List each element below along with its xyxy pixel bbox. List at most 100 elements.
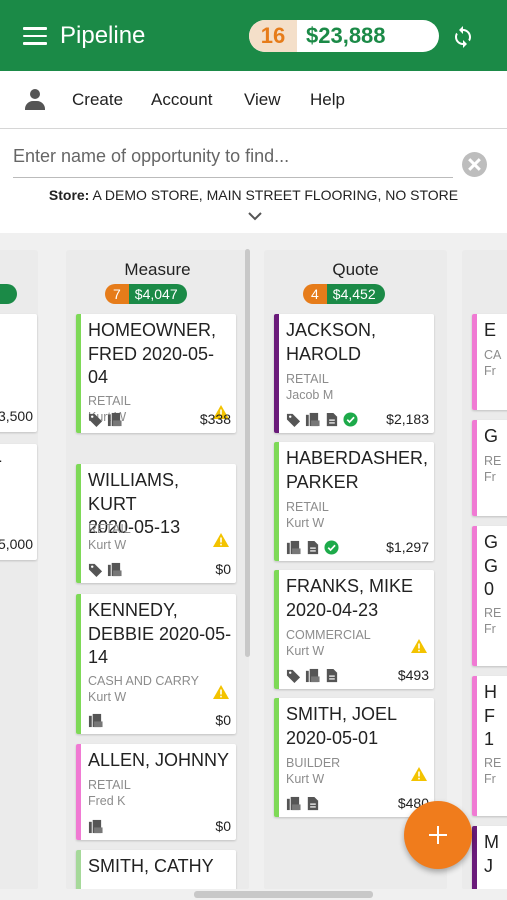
- person-icon[interactable]: [24, 89, 46, 111]
- card-icons: [88, 562, 122, 577]
- stage-value: $4,452: [326, 284, 385, 304]
- card-type-stripe: [274, 314, 279, 433]
- tag-icon: [286, 413, 301, 427]
- card-type: RETAIL: [286, 372, 329, 386]
- opportunity-card[interactable]: FRANKS, MIKE 2020-04-23 COMMERCIAL Kurt …: [274, 570, 434, 689]
- opportunity-card[interactable]: KENNEDY, DEBBIE 2020-05- 14 CASH AND CAR…: [76, 594, 236, 734]
- card-type: RETAIL: [88, 522, 131, 536]
- menu-view[interactable]: View: [244, 90, 281, 109]
- card-type-stripe: [274, 442, 279, 561]
- opportunity-card[interactable]: WILLIAMS, KURT 2020-05-13 RETAIL Kurt W …: [76, 464, 236, 583]
- opportunity-card[interactable]: 3,500: [0, 314, 37, 432]
- search-input[interactable]: [13, 146, 453, 167]
- card-name: WILLIAMS, KURT 2020-05-13: [88, 470, 181, 537]
- card-type: COMMERCIAL: [286, 628, 371, 642]
- store-filter-value: A DEMO STORE, MAIN STREET FLOORING, NO S…: [92, 187, 459, 203]
- store-filter-label: Store:: [48, 187, 90, 203]
- document-icon: [326, 668, 338, 683]
- card-name: HOMEOWNER, FRED 2020-05- 04: [88, 320, 216, 387]
- card-name: ALLEN, JOHNNY: [88, 750, 230, 770]
- card-type-stripe: [472, 314, 477, 410]
- card-icons: [88, 412, 122, 427]
- stage-column-measure: Measure 7 $4,047 HOMEOWNER, FRED 2020-05…: [66, 250, 249, 890]
- card-type-stripe: [76, 594, 81, 734]
- warning-icon: [213, 533, 229, 547]
- stage-column-quote: Quote 4 $4,452 JACKSON, HAROLD RETAIL Ja…: [264, 250, 447, 890]
- menu-account[interactable]: Account: [151, 90, 213, 109]
- stage-title: Quote: [332, 260, 379, 279]
- card-type-stripe: [76, 744, 81, 840]
- opportunity-card[interactable]: H F 1 RE Fr: [472, 676, 507, 816]
- opportunity-count: 16: [249, 20, 297, 52]
- app-bar: Pipeline 16 $23,888: [0, 0, 507, 71]
- samples-icon: [88, 819, 103, 834]
- add-opportunity-button[interactable]: [404, 801, 472, 869]
- hamburger-menu-icon[interactable]: [23, 27, 47, 45]
- menu-create[interactable]: Create: [72, 90, 124, 109]
- card-type-fragment: RE: [484, 756, 502, 770]
- opportunity-card[interactable]: HABERDASHER, PARKER RETAIL Kurt W $1,297: [274, 442, 434, 561]
- card-icons: [286, 540, 339, 555]
- card-amount: $338: [199, 411, 231, 427]
- card-type-fragment: RE: [484, 454, 502, 468]
- opportunity-card[interactable]: SMITH, JOEL 2020-05-01 BUILDER Kurt W $4…: [274, 698, 434, 817]
- opportunity-card[interactable]: G G 0 RE Fr: [472, 526, 507, 666]
- warning-icon: [411, 767, 427, 781]
- card-rep-fragment: Fr: [484, 470, 496, 484]
- check-circle-icon: [324, 540, 339, 555]
- horizontal-scrollbar[interactable]: [0, 889, 507, 900]
- opportunity-card[interactable]: - 5,000: [0, 444, 37, 560]
- card-type-stripe: [472, 526, 477, 666]
- warning-icon: [213, 405, 229, 419]
- stage-title: Measure: [124, 260, 191, 279]
- scrollbar-thumb[interactable]: [194, 891, 373, 898]
- card-amount: $2,183: [386, 411, 429, 427]
- card-name: FRANKS, MIKE 2020-04-23: [286, 576, 414, 620]
- stage-value: $4,047: [128, 284, 187, 304]
- clear-search-icon[interactable]: [462, 152, 487, 177]
- card-rep: Fred K: [88, 794, 126, 808]
- card-type-stripe: [472, 420, 477, 516]
- document-icon: [326, 412, 338, 427]
- warning-icon: [411, 639, 427, 653]
- card-name: KENNEDY, DEBBIE 2020-05- 14: [88, 600, 232, 667]
- card-rep: Kurt W: [286, 516, 325, 530]
- pipeline-summary: 16 $23,888: [249, 20, 439, 52]
- card-type: RETAIL: [88, 778, 131, 792]
- opportunity-card[interactable]: M J: [472, 826, 507, 890]
- menu-help[interactable]: Help: [310, 90, 345, 109]
- chevron-down-icon[interactable]: [247, 210, 263, 222]
- card-name-fragment: G G 0: [484, 532, 499, 599]
- card-name-fragment: E: [484, 320, 497, 340]
- card-type: RETAIL: [286, 500, 329, 514]
- samples-icon: [305, 412, 320, 427]
- card-icons: [286, 668, 339, 683]
- card-rep: Jacob M: [286, 388, 334, 402]
- card-name-fragment: H F 1: [484, 682, 497, 749]
- opportunity-card[interactable]: JACKSON, HAROLD RETAIL Jacob M $2,183: [274, 314, 434, 433]
- opportunity-card[interactable]: G RE Fr: [472, 420, 507, 516]
- column-scrollbar[interactable]: [245, 249, 250, 657]
- opportunity-card[interactable]: ALLEN, JOHNNY RETAIL Fred K $0: [76, 744, 236, 840]
- search-field: [13, 146, 453, 178]
- card-icons: [88, 713, 103, 728]
- page-title: Pipeline: [60, 22, 146, 49]
- card-type-stripe: [76, 464, 81, 583]
- card-icons: [88, 819, 103, 834]
- tag-icon: [286, 669, 301, 683]
- opportunity-card[interactable]: SMITH, CATHY: [76, 850, 236, 890]
- opportunity-card[interactable]: E CA Fr: [472, 314, 507, 410]
- card-type: BUILDER: [286, 756, 341, 770]
- card-type-stripe: [274, 570, 279, 689]
- opportunity-card[interactable]: HOMEOWNER, FRED 2020-05- 04 RETAIL Kurt …: [76, 314, 236, 433]
- samples-icon: [286, 796, 301, 811]
- card-type-stripe: [76, 850, 81, 890]
- sync-icon[interactable]: [451, 25, 475, 49]
- stage-column-partial-right: E CA Fr G RE Fr G G 0 RE Fr H F 1 RE Fr …: [462, 250, 507, 890]
- card-rep: Kurt W: [88, 538, 127, 552]
- pipeline-total: $23,888: [306, 23, 386, 48]
- card-icons: [286, 412, 358, 427]
- card-amount: 5,000: [0, 536, 33, 552]
- card-name-fragment: G: [484, 426, 499, 446]
- card-amount: $0: [215, 818, 231, 834]
